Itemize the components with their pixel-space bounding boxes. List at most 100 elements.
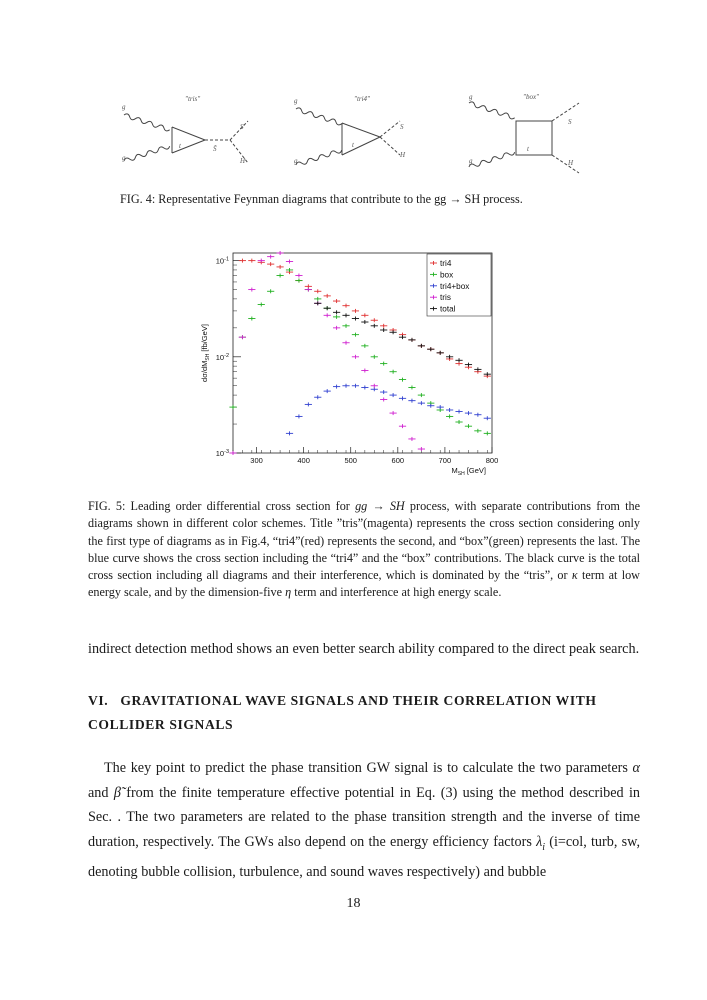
data-point — [380, 390, 388, 395]
data-point — [333, 299, 341, 304]
data-point — [380, 327, 388, 332]
y-axis-label: dσ/dMSH [fb/GeV] — [200, 324, 211, 382]
data-point — [361, 320, 369, 325]
diagram-box: "box" g g t S H — [468, 93, 580, 174]
data-point — [285, 267, 294, 272]
data-point — [333, 310, 341, 315]
section-title: GRAVITATIONAL WAVE SIGNALS AND THEIR COR… — [88, 693, 597, 732]
data-point — [361, 313, 369, 318]
data-point — [248, 287, 256, 292]
data-point — [446, 414, 454, 419]
data-point — [417, 401, 425, 406]
legend-label: tris — [440, 293, 451, 302]
x-tick-label: 700 — [439, 456, 452, 465]
data-point — [427, 403, 435, 408]
data-point — [398, 424, 407, 429]
data-point — [483, 372, 491, 377]
data-point — [276, 264, 284, 269]
svg-text:H: H — [399, 151, 406, 159]
feynman-diagrams: "tris" g g t S̃ S H "tri4" g g t S H "bo… — [122, 93, 580, 174]
data-point — [380, 323, 388, 328]
x-tick-label: 300 — [250, 456, 263, 465]
data-point — [342, 303, 350, 308]
data-point — [238, 335, 247, 340]
data-point — [323, 313, 331, 318]
data-point — [370, 354, 378, 359]
data-point — [351, 354, 360, 359]
svg-text:g: g — [294, 157, 298, 165]
data-point — [408, 398, 416, 403]
paragraph-gw: The key point to predict the phase trans… — [88, 760, 640, 880]
data-point — [342, 313, 350, 318]
data-point — [464, 424, 473, 429]
data-point — [361, 385, 369, 390]
x-axis-label: MSH [GeV] — [452, 466, 486, 475]
data-point — [455, 409, 463, 414]
svg-text:g: g — [294, 97, 298, 105]
data-point — [314, 296, 322, 301]
data-point — [314, 301, 322, 306]
data-point — [267, 289, 275, 294]
data-point — [295, 273, 303, 278]
data-point — [314, 395, 322, 400]
y-tick-label: 10-3 — [216, 449, 229, 458]
svg-text:H: H — [239, 157, 246, 165]
data-point — [370, 323, 378, 328]
data-point — [464, 362, 473, 367]
legend-label: box — [440, 270, 453, 279]
data-point — [427, 347, 435, 352]
data-point — [417, 447, 425, 452]
diagram-title: "box" — [523, 93, 539, 101]
svg-text:t: t — [352, 141, 355, 149]
data-point — [333, 314, 341, 319]
svg-text:S: S — [240, 123, 244, 131]
y-tick-label: 10-1 — [216, 257, 229, 266]
data-point — [267, 262, 275, 267]
data-point — [408, 337, 416, 342]
svg-text:S: S — [568, 118, 572, 126]
data-point — [267, 254, 275, 259]
data-point — [323, 306, 331, 311]
data-point — [389, 411, 397, 416]
data-point — [342, 323, 350, 328]
svg-text:H: H — [567, 159, 574, 167]
data-point — [229, 405, 237, 410]
data-point — [417, 393, 425, 398]
data-point — [455, 420, 463, 425]
data-point — [333, 384, 341, 389]
legend-label: tri4+box — [440, 282, 469, 291]
data-point — [380, 397, 388, 402]
y-tick-label: 10-2 — [216, 353, 229, 362]
legend-label: total — [440, 305, 456, 314]
svg-text:g: g — [469, 157, 473, 165]
series-total — [314, 301, 491, 377]
section-heading: VI. GRAVITATIONAL WAVE SIGNALS AND THEIR… — [88, 689, 640, 737]
data-point — [417, 343, 425, 348]
data-point — [389, 393, 397, 398]
data-point — [238, 258, 247, 263]
data-point — [436, 350, 444, 355]
data-point — [295, 414, 303, 419]
data-point — [398, 335, 407, 340]
x-tick-label: 400 — [297, 456, 310, 465]
data-point — [342, 383, 350, 388]
data-point — [446, 354, 454, 359]
figure-4-caption: FIG. 4: Representative Feynman diagrams … — [120, 192, 523, 206]
data-point — [436, 405, 444, 410]
data-point — [323, 293, 331, 298]
data-point — [474, 428, 482, 433]
data-point — [304, 287, 312, 292]
series-tris — [229, 251, 425, 455]
data-point — [389, 369, 397, 374]
figure-5-caption: FIG. 5: Leading order differential cross… — [88, 499, 640, 600]
data-point — [333, 325, 341, 330]
data-point — [408, 385, 416, 390]
diagram-title: "tri4" — [354, 95, 370, 103]
data-point — [361, 368, 369, 373]
legend-box — [426, 253, 492, 317]
page-number: 18 — [346, 896, 361, 911]
gluon-line — [123, 145, 171, 162]
data-point — [351, 316, 360, 321]
svg-text:g: g — [469, 93, 473, 101]
svg-text:g: g — [122, 154, 126, 162]
